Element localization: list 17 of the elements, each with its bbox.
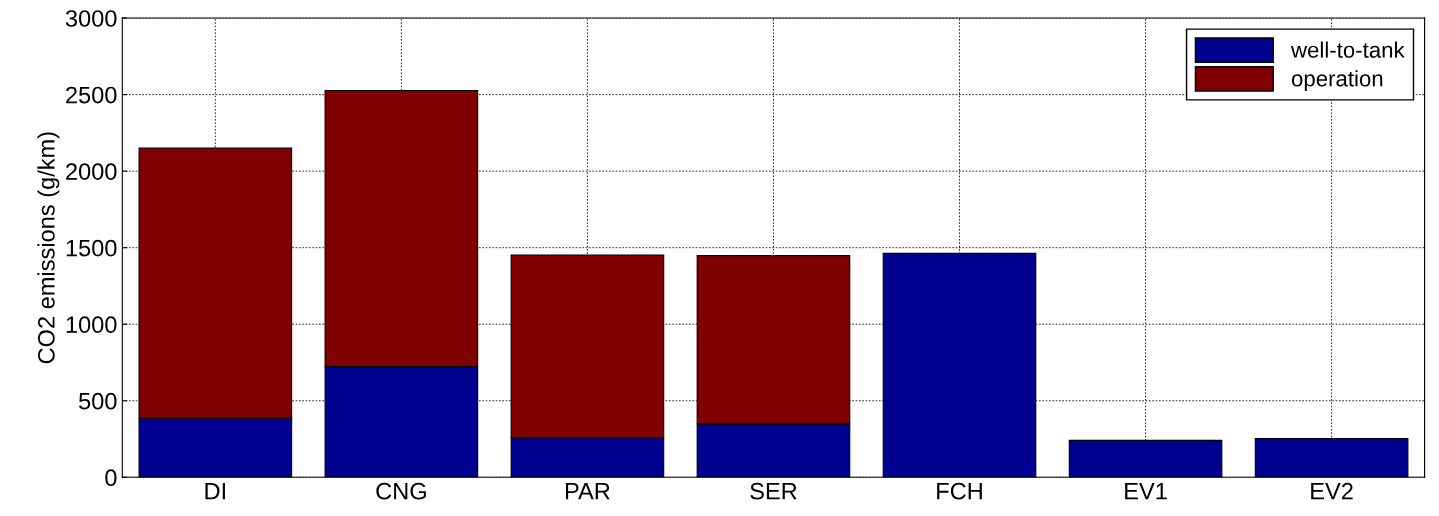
- x-tick-label: EV1: [1125, 483, 1167, 500]
- y-tick-label: 1000: [66, 316, 117, 334]
- y-axis-title: CO2 emissions (g/km): [37, 132, 60, 364]
- x-tick-label: PAR: [565, 483, 610, 500]
- x-tick-label: SER: [750, 482, 797, 500]
- y-tick-label: 500: [79, 392, 117, 410]
- x-tick-label: CNG: [376, 482, 426, 500]
- y-tick-label: 2000: [66, 163, 117, 180]
- x-tick-label: DI: [205, 483, 225, 500]
- y-tick-label: 1500: [66, 239, 117, 257]
- y-tick-label: 2500: [66, 86, 117, 104]
- y-tick-label: 3000: [65, 10, 117, 27]
- x-tick-label: EV2: [1311, 482, 1353, 500]
- y-tick-label: 0: [105, 469, 117, 487]
- legend-label: well-to-tank: [1290, 41, 1405, 58]
- x-tick-label: FCH: [937, 482, 982, 500]
- legend-label: operation: [1291, 70, 1383, 91]
